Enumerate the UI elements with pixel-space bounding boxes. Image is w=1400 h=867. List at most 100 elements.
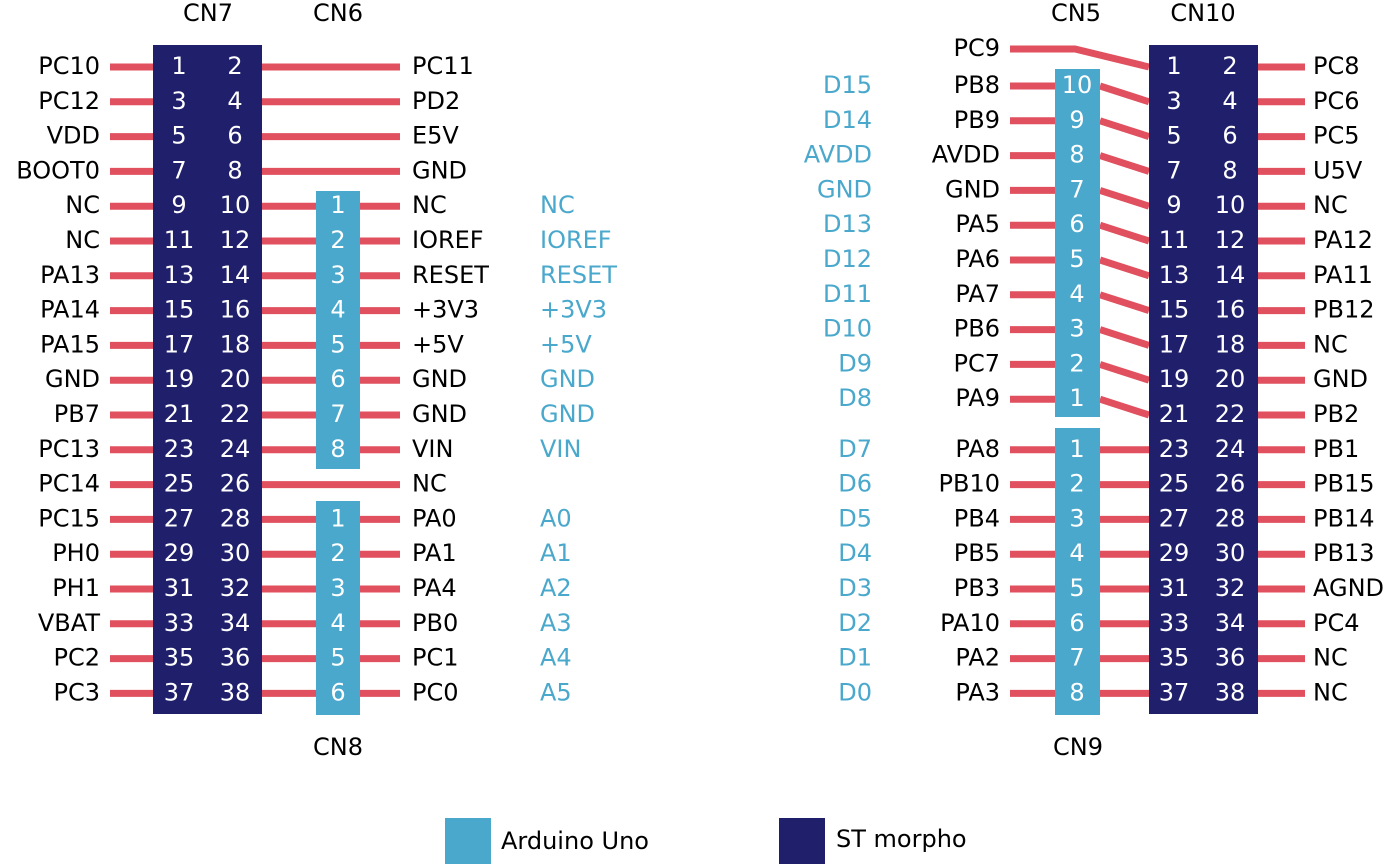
signal-label: NC [1313,191,1348,219]
signal-label: GND [412,400,467,428]
pin-number: 26 [1215,470,1246,498]
signal-label: GND [1313,365,1368,393]
signal-label: PB13 [1313,539,1374,567]
pin-number: 20 [220,365,251,393]
signal-label: PB15 [1313,470,1374,498]
pin-number: 7 [1069,644,1084,672]
pin-number: 4 [330,296,345,324]
pin-number: 29 [1159,539,1190,567]
wire [1098,361,1151,384]
signal-label: GND [45,365,100,393]
arduino-label: D7 [838,435,872,463]
legend-swatch [445,818,491,864]
pin-number: 10 [1215,191,1246,219]
signal-label: NC [412,191,447,219]
arduino-label: D3 [838,574,872,602]
pin-number: 6 [1222,122,1237,150]
signal-label: PA7 [955,280,1000,308]
pin-number: 21 [164,400,195,428]
signal-label: PA13 [40,261,100,289]
signal-label: PB8 [954,71,1000,99]
pin-number: 4 [227,87,242,115]
legend-label: ST morpho [836,825,967,853]
signal-label: VDD [47,122,100,150]
pin-number: 19 [164,365,195,393]
pin-number: 8 [1069,141,1084,169]
cn8-header [316,501,360,715]
pin-number: 28 [1215,504,1246,532]
pin-number: 6 [227,122,242,150]
signal-label: PB2 [1313,400,1359,428]
signal-label: NC [1313,330,1348,358]
pin-number: 3 [330,261,345,289]
legend-swatch [779,818,825,864]
pin-number: 4 [1069,539,1084,567]
pin-number: 10 [220,191,251,219]
arduino-label: D14 [823,106,872,134]
signal-label: PA2 [955,644,1000,672]
pin-number: 7 [330,400,345,428]
pin-number: 25 [164,470,195,498]
pin-number: 28 [220,504,251,532]
signal-label: GND [945,175,1000,203]
signal-label: IOREF [412,226,484,254]
signal-label: NC [65,191,100,219]
pin-number: 37 [164,678,195,706]
legend-label: Arduino Uno [501,827,649,855]
signal-label: PH1 [52,574,100,602]
arduino-label: D2 [838,609,872,637]
pin-number: 35 [1159,644,1190,672]
connector-label: CN6 [313,0,363,27]
pin-number: 29 [164,539,195,567]
pin-number: 33 [1159,609,1190,637]
arduino-label: +5V [540,330,592,358]
arduino-label: NC [540,191,575,219]
signal-label: PC9 [954,34,1001,62]
pin-number: 17 [1159,330,1190,358]
pin-number: 5 [330,644,345,672]
pin-number: 6 [330,678,345,706]
arduino-label: IOREF [540,226,612,254]
pin-number: 14 [220,261,251,289]
signal-label: PB6 [954,315,1000,343]
arduino-label: D11 [823,280,872,308]
arduino-label: D13 [823,210,872,238]
arduino-label: A1 [540,539,572,567]
signal-label: BOOT0 [16,156,100,184]
pin-number: 31 [1159,574,1190,602]
arduino-label: D10 [823,315,872,343]
wire [1010,45,1150,71]
signal-label: PC12 [38,87,100,115]
wire [1098,152,1151,175]
arduino-label: GND [817,175,872,203]
pin-number: 1 [1166,52,1181,80]
pin-number: 16 [1215,296,1246,324]
wire [1098,82,1151,106]
arduino-label: D9 [838,349,872,377]
pin-number: 8 [330,435,345,463]
signal-label: VBAT [38,609,100,637]
signal-label: PB10 [939,470,1000,498]
pin-number: 2 [330,539,345,567]
signal-label: PH0 [52,539,100,567]
pin-number: 35 [164,644,195,672]
signal-label: PA14 [40,296,100,324]
pin-number: 2 [1069,470,1084,498]
arduino-label: RESET [540,261,617,289]
pin-number: 9 [171,191,186,219]
signal-label: PA3 [955,678,1000,706]
signal-label: NC [412,470,447,498]
arduino-label: A4 [540,644,572,672]
pin-number: 2 [227,52,242,80]
arduino-label: A5 [540,678,572,706]
signal-label: PC1 [412,644,459,672]
cn7-header [153,45,262,714]
signal-label: PC3 [54,678,101,706]
signal-label: AGND [1313,574,1384,602]
signal-label: E5V [412,122,459,150]
signal-label: PA15 [40,330,100,358]
pin-number: 20 [1215,365,1246,393]
arduino-label: D4 [838,539,872,567]
pin-number: 36 [1215,644,1246,672]
